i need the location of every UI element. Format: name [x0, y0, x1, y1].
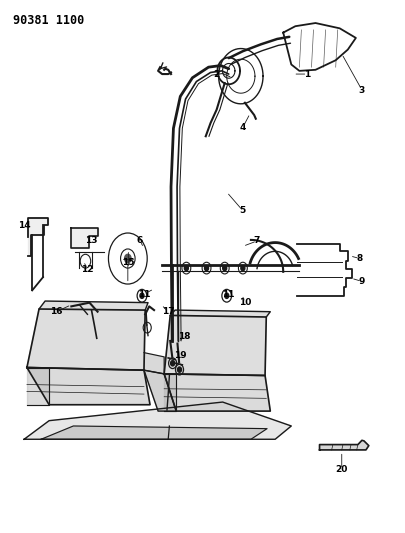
Polygon shape	[24, 402, 291, 439]
Text: 15: 15	[122, 258, 134, 266]
Text: 90381 1100: 90381 1100	[13, 14, 84, 27]
Text: 6: 6	[137, 237, 143, 246]
Polygon shape	[164, 374, 270, 411]
Circle shape	[223, 265, 227, 271]
Text: 14: 14	[18, 221, 30, 230]
Text: 10: 10	[239, 298, 251, 307]
Text: 11: 11	[138, 289, 150, 298]
Text: 9: 9	[359, 277, 365, 286]
Text: 16: 16	[50, 307, 63, 316]
Text: 5: 5	[240, 206, 246, 215]
Text: 1: 1	[304, 70, 311, 78]
Circle shape	[241, 265, 245, 271]
Polygon shape	[320, 440, 369, 450]
Polygon shape	[39, 301, 148, 310]
Text: 19: 19	[174, 351, 187, 360]
Circle shape	[177, 367, 181, 372]
Polygon shape	[71, 228, 98, 248]
Circle shape	[225, 293, 229, 298]
Text: 2: 2	[213, 70, 220, 78]
Text: 20: 20	[336, 465, 348, 474]
Circle shape	[140, 293, 144, 298]
Polygon shape	[28, 217, 48, 256]
Polygon shape	[170, 310, 270, 317]
Polygon shape	[27, 368, 49, 405]
Text: 4: 4	[240, 123, 246, 132]
Circle shape	[171, 361, 175, 366]
Circle shape	[205, 265, 209, 271]
Text: 17: 17	[162, 307, 175, 316]
Text: 8: 8	[357, 254, 363, 263]
Circle shape	[125, 254, 131, 263]
Polygon shape	[27, 368, 150, 405]
Text: 11: 11	[222, 289, 235, 298]
Circle shape	[184, 265, 188, 271]
Polygon shape	[164, 374, 176, 411]
Polygon shape	[27, 309, 145, 370]
Polygon shape	[144, 370, 176, 411]
Polygon shape	[41, 426, 267, 439]
Text: 3: 3	[359, 85, 365, 94]
Text: 7: 7	[254, 237, 260, 246]
Polygon shape	[144, 353, 164, 374]
Text: 18: 18	[178, 332, 191, 341]
Text: 12: 12	[81, 265, 94, 273]
Polygon shape	[164, 316, 266, 375]
Text: 13: 13	[85, 237, 98, 246]
